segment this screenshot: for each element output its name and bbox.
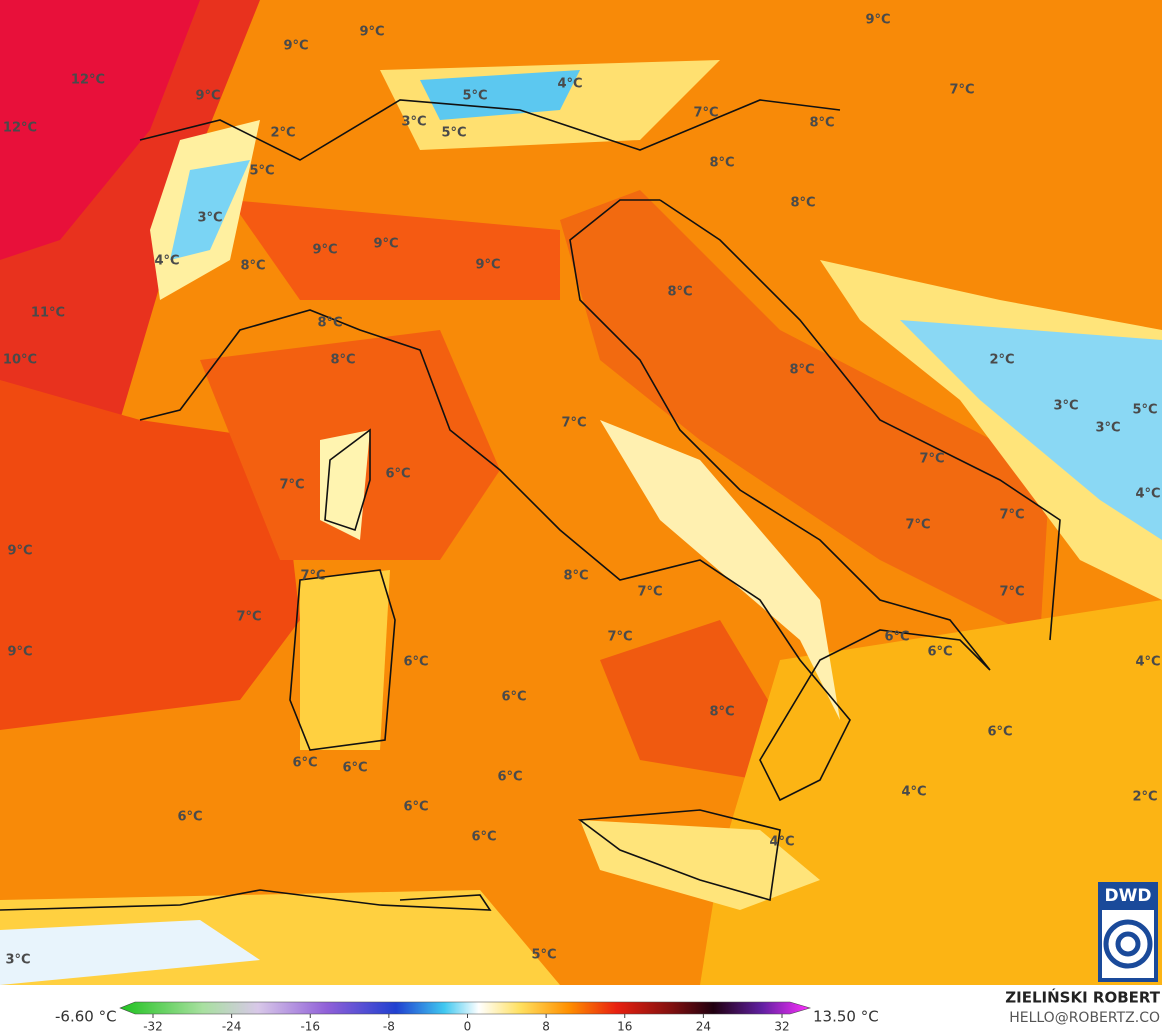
temp-label: 7°C bbox=[607, 630, 632, 645]
colorbar-tick-label: 0 bbox=[464, 1020, 472, 1034]
temp-label: 8°C bbox=[563, 569, 588, 584]
temp-label: 7°C bbox=[279, 478, 304, 493]
temp-label: 4°C bbox=[769, 835, 794, 850]
temp-label: 4°C bbox=[557, 77, 582, 92]
temp-label: 4°C bbox=[154, 254, 179, 269]
temp-label: 9°C bbox=[312, 243, 337, 258]
temp-label: 6°C bbox=[884, 630, 909, 645]
temp-label: 8°C bbox=[709, 156, 734, 171]
temp-label: 8°C bbox=[709, 705, 734, 720]
credit-author: ZIELIŃSKI ROBERT bbox=[1005, 988, 1160, 1007]
temp-label: 8°C bbox=[330, 353, 355, 368]
temp-label: 7°C bbox=[919, 452, 944, 467]
temp-label: 12°C bbox=[71, 73, 105, 88]
temp-label: 7°C bbox=[637, 585, 662, 600]
colorbar-tick-label: -32 bbox=[143, 1020, 163, 1034]
temp-label: 9°C bbox=[865, 13, 890, 28]
temp-label: 7°C bbox=[949, 83, 974, 98]
temp-label: 7°C bbox=[905, 518, 930, 533]
colorbar-bar bbox=[119, 1001, 812, 1015]
temp-label: 7°C bbox=[999, 508, 1024, 523]
temp-label: 9°C bbox=[283, 39, 308, 54]
temp-label: 2°C bbox=[989, 353, 1014, 368]
colorbar-min: -6.60 °C bbox=[55, 1008, 117, 1026]
colorbar: -6.60 °C 13.50 °C -32 -24 -16 -8 0 8 16 24 32 bbox=[55, 1001, 879, 1034]
temp-label: 3°C bbox=[197, 211, 222, 226]
colorbar-tick-label: -24 bbox=[222, 1020, 242, 1034]
temp-label: 8°C bbox=[240, 259, 265, 274]
temp-label: 8°C bbox=[790, 196, 815, 211]
temp-label: 9°C bbox=[359, 25, 384, 40]
temp-label: 7°C bbox=[561, 416, 586, 431]
temp-label: 6°C bbox=[403, 655, 428, 670]
logo-swirl bbox=[1115, 931, 1141, 957]
colorbar-tick-label: 8 bbox=[542, 1020, 550, 1034]
temp-label: 7°C bbox=[236, 610, 261, 625]
temp-label: 7°C bbox=[999, 585, 1024, 600]
temp-label: 9°C bbox=[475, 258, 500, 273]
temp-label: 5°C bbox=[1132, 403, 1157, 418]
temp-label: 6°C bbox=[385, 467, 410, 482]
temp-label: 2°C bbox=[270, 126, 295, 141]
temp-label: 8°C bbox=[317, 316, 342, 331]
colorbar-tick-label: -8 bbox=[383, 1020, 395, 1034]
temp-label: 3°C bbox=[5, 953, 30, 968]
temp-label: 8°C bbox=[667, 285, 692, 300]
temp-label: 10°C bbox=[3, 353, 37, 368]
colorbar-tick-label: 32 bbox=[774, 1020, 789, 1034]
temp-label: 12°C bbox=[3, 121, 37, 136]
temp-label: 5°C bbox=[249, 164, 274, 179]
colorbar-tick-label: 24 bbox=[696, 1020, 711, 1034]
map-background bbox=[0, 0, 1162, 985]
temp-label: 6°C bbox=[497, 770, 522, 785]
logo: DWD bbox=[1098, 882, 1158, 982]
temperature-labels: 12°C 12°C 9°C 9°C 9°C 2°C 5°C 3°C 4°C 8°C 9°C 9°C 9°… bbox=[3, 13, 1161, 968]
coastlines bbox=[0, 99, 1061, 911]
temp-label: 9°C bbox=[373, 237, 398, 252]
logo-text: DWD bbox=[1105, 886, 1152, 906]
temp-label: 6°C bbox=[342, 761, 367, 776]
temp-label: 3°C bbox=[401, 115, 426, 130]
credit-email: HELLO@ROBERTZ.CO bbox=[1009, 1010, 1160, 1026]
temp-label: 6°C bbox=[987, 725, 1012, 740]
temp-label: 5°C bbox=[531, 948, 556, 963]
temp-label: 4°C bbox=[901, 785, 926, 800]
temp-label: 7°C bbox=[693, 106, 718, 121]
temp-label: 6°C bbox=[927, 645, 952, 660]
temp-label: 7°C bbox=[300, 569, 325, 584]
temp-label: 8°C bbox=[809, 116, 834, 131]
temp-label: 6°C bbox=[292, 756, 317, 771]
temp-label: 9°C bbox=[7, 645, 32, 660]
temp-label: 2°C bbox=[1132, 790, 1157, 805]
temp-label: 9°C bbox=[7, 544, 32, 559]
colorbar-max: 13.50 °C bbox=[813, 1008, 879, 1026]
temp-label: 3°C bbox=[1095, 421, 1120, 436]
temp-label: 6°C bbox=[501, 690, 526, 705]
temp-label: 8°C bbox=[789, 363, 814, 378]
logo-swirl bbox=[1103, 919, 1153, 969]
colorbar-tick-label: 16 bbox=[617, 1020, 632, 1034]
temp-label: 6°C bbox=[471, 830, 496, 845]
colorbar-tick-label: -16 bbox=[300, 1020, 320, 1034]
temp-label: 6°C bbox=[177, 810, 202, 825]
temp-label: 4°C bbox=[1135, 487, 1160, 502]
temp-label: 5°C bbox=[462, 89, 487, 104]
temp-label: 3°C bbox=[1053, 399, 1078, 414]
temp-label: 5°C bbox=[441, 126, 466, 141]
temp-label: 9°C bbox=[195, 89, 220, 104]
temp-label: 11°C bbox=[31, 306, 65, 321]
temp-label: 4°C bbox=[1135, 655, 1160, 670]
temp-label: 6°C bbox=[403, 800, 428, 815]
